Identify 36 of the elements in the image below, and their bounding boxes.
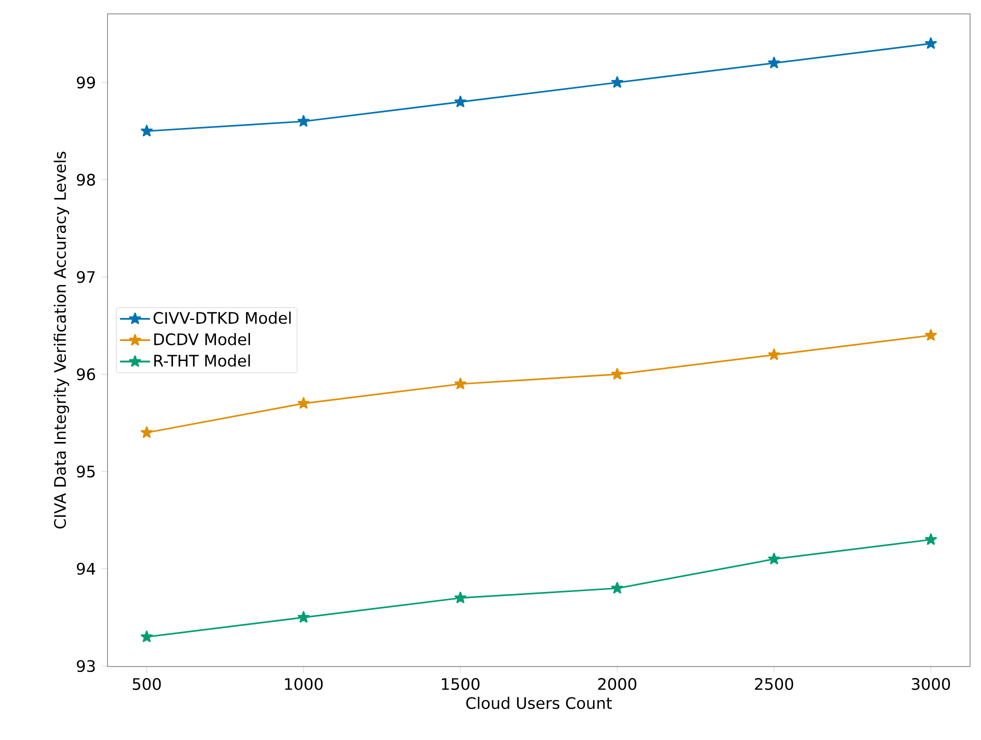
point bbox=[298, 397, 310, 409]
point bbox=[298, 611, 310, 623]
legend-label: R-THT Model bbox=[154, 354, 250, 367]
point bbox=[768, 552, 780, 564]
legend-label: CIVV-DTKD Model bbox=[154, 312, 291, 324]
point bbox=[611, 368, 624, 380]
y-tick-label: 99 bbox=[76, 76, 95, 88]
point bbox=[768, 56, 780, 68]
point bbox=[454, 378, 466, 390]
x-tick-label: 2500 bbox=[755, 678, 794, 690]
point bbox=[454, 96, 466, 108]
point bbox=[140, 426, 153, 438]
y-axis-title: CIVA Data Integrity Verification Accuracy Levels bbox=[54, 152, 70, 528]
point bbox=[768, 348, 780, 360]
y-tick-label: 94 bbox=[76, 562, 96, 575]
point bbox=[924, 329, 937, 341]
point bbox=[924, 37, 937, 49]
y-tick-label: 95 bbox=[76, 465, 95, 478]
x-tick-label: 3000 bbox=[912, 678, 950, 690]
legend-label: DCDV Model bbox=[154, 332, 250, 346]
point bbox=[611, 76, 624, 88]
x-tick-label: 1500 bbox=[442, 678, 480, 690]
y-tick-label: 97 bbox=[76, 270, 95, 283]
point bbox=[298, 115, 310, 127]
point bbox=[611, 582, 624, 594]
x-axis-title: Cloud Users Count bbox=[466, 696, 612, 709]
x-tick-label: 500 bbox=[132, 678, 161, 690]
y-tick-label: 96 bbox=[76, 368, 96, 380]
x-tick-label: 2000 bbox=[598, 678, 636, 690]
y-tick-label: 93 bbox=[76, 660, 95, 672]
point bbox=[454, 592, 466, 604]
point bbox=[924, 533, 937, 545]
point bbox=[140, 124, 153, 136]
point bbox=[140, 630, 153, 642]
x-tick-label: 1000 bbox=[285, 678, 323, 690]
y-tick-label: 98 bbox=[76, 174, 95, 186]
